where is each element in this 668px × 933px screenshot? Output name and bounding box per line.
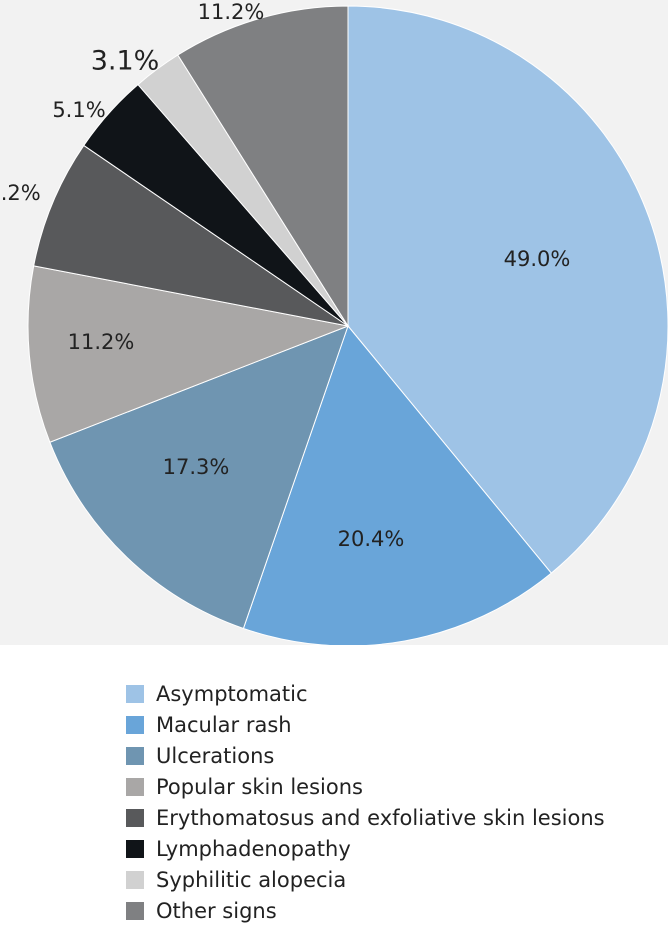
pie-slice-asymptomatic xyxy=(347,5,668,574)
legend-swatch xyxy=(126,901,144,920)
slice-label-popular-skin-lesions: 11.2% xyxy=(68,330,135,354)
pie-slice-ulcerations xyxy=(49,325,349,630)
legend-swatch xyxy=(126,808,144,827)
legend-swatch xyxy=(126,684,144,703)
legend-swatch xyxy=(126,870,144,889)
legend-label: Popular skin lesions xyxy=(156,774,363,799)
legend-item: Lymphadenopathy xyxy=(126,833,605,864)
legend-label: Asymptomatic xyxy=(156,681,308,706)
legend-swatch xyxy=(126,839,144,858)
legend-label: Syphilitic alopecia xyxy=(156,867,347,892)
pie-slice-macular-rash xyxy=(242,324,552,645)
legend: Asymptomatic Macular rash Ulcerations Popul… xyxy=(126,678,605,926)
slice-label-asymptomatic: 49.0% xyxy=(504,247,571,271)
legend-label: Lymphadenopathy xyxy=(156,836,351,861)
legend-item: Popular skin lesions xyxy=(126,771,605,802)
slice-label-ulcerations: 17.3% xyxy=(163,455,230,479)
legend-label: Erythomatosus and exfoliative skin lesio… xyxy=(156,805,605,830)
legend-item: Erythomatosus and exfoliative skin lesio… xyxy=(126,802,605,833)
legend-swatch xyxy=(126,715,144,734)
legend-label: Other signs xyxy=(156,898,277,923)
chart-area: 49.0% 20.4% 17.3% 11.2% 8.2% 5.1% 3.1% 11.2% xyxy=(0,0,668,645)
legend-item: Ulcerations xyxy=(126,740,605,771)
slice-label-macular-rash: 20.4% xyxy=(338,527,405,551)
slice-label-syphilitic-alopecia: 3.1% xyxy=(91,46,160,77)
legend-label: Macular rash xyxy=(156,712,292,737)
slice-label-erythomatosus-and-exfoliative-skin-lesions: 8.2% xyxy=(0,181,41,205)
legend-item: Other signs xyxy=(126,895,605,926)
pie-slice-popular-skin-lesions xyxy=(27,265,350,443)
pie-slice-erythomatosus-and-exfoliative-skin-lesions xyxy=(33,144,349,327)
pie-chart: 49.0% 20.4% 17.3% 11.2% 8.2% 5.1% 3.1% 11.2% xyxy=(0,0,668,645)
legend-item: Asymptomatic xyxy=(126,678,605,709)
slice-label-other-signs: 11.2% xyxy=(198,0,265,24)
legend-swatch xyxy=(126,777,144,796)
legend-item: Macular rash xyxy=(126,709,605,740)
slice-label-lymphadenopathy: 5.1% xyxy=(52,98,105,122)
legend-label: Ulcerations xyxy=(156,743,275,768)
legend-item: Syphilitic alopecia xyxy=(126,864,605,895)
legend-swatch xyxy=(126,746,144,765)
pie-slice-other-signs xyxy=(177,5,349,328)
